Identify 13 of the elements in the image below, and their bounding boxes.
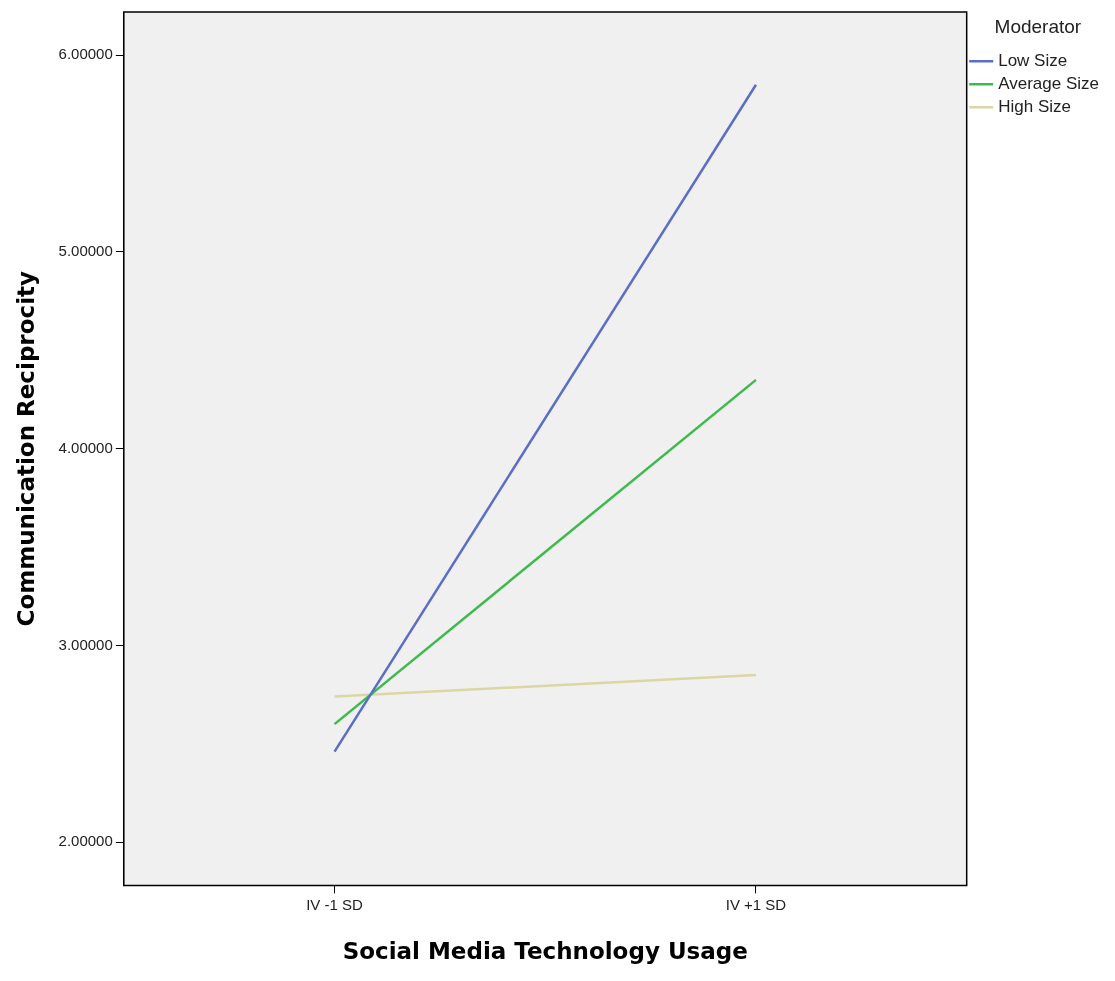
x-axis-title: Social Media Technology Usage — [342, 938, 748, 965]
x-tick-label: IV -1 SD — [306, 895, 364, 913]
legend-title: Moderator — [994, 15, 1082, 37]
y-tick-label: 5.00000 — [58, 242, 113, 260]
y-tick-label: 6.00000 — [58, 45, 113, 63]
y-tick-label: 3.00000 — [58, 635, 113, 653]
y-axis-title: Communication Reciprocity — [12, 271, 39, 627]
legend-label: High Size — [998, 96, 1071, 116]
y-tick-label: 2.00000 — [58, 832, 113, 850]
y-tick-label: 4.00000 — [58, 438, 113, 456]
legend-label: Average Size — [998, 73, 1100, 93]
legend-label: Low Size — [998, 50, 1068, 70]
x-tick-label: IV +1 SD — [725, 895, 787, 913]
